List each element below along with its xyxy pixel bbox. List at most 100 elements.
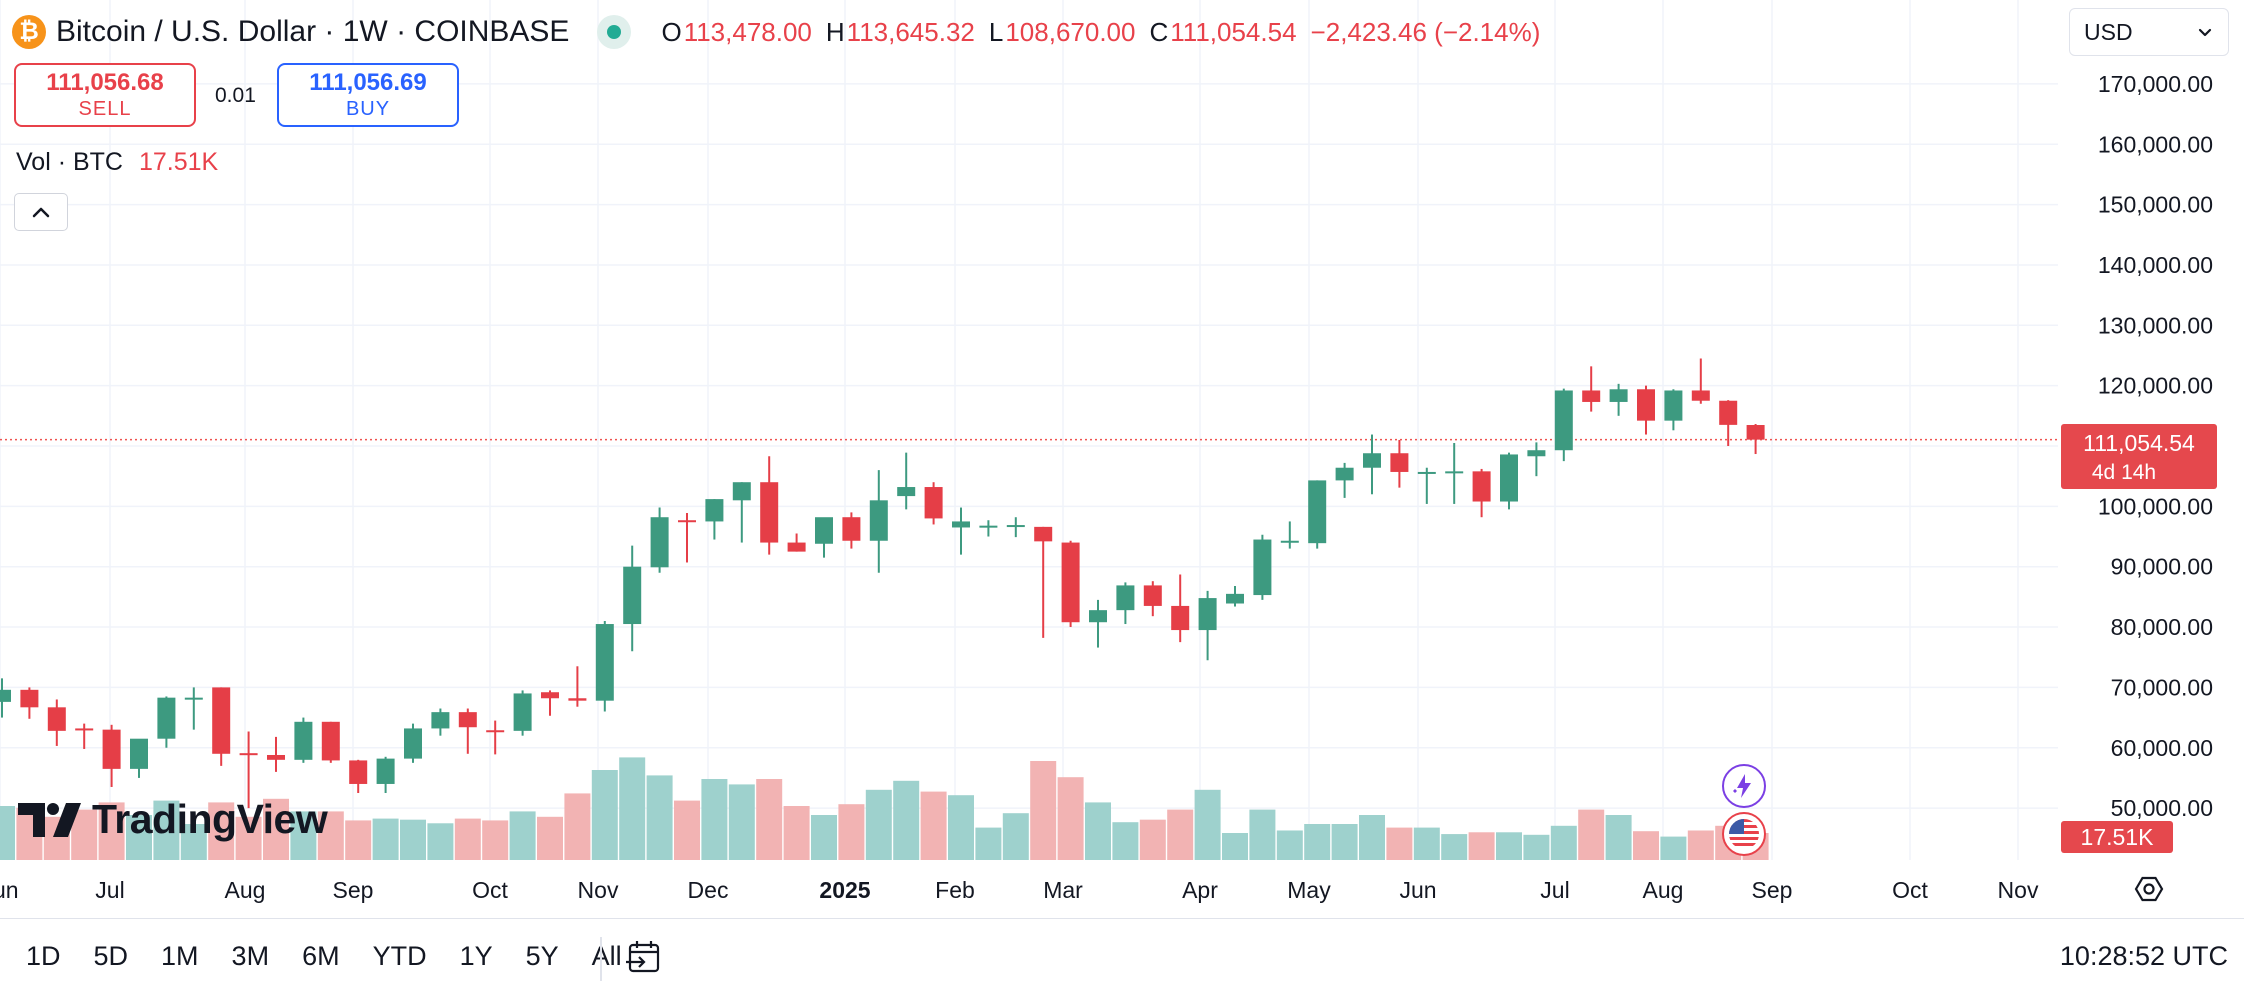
- candle: [815, 517, 833, 558]
- volume-tag-value: 17.51K: [2081, 824, 2155, 850]
- volume-bar: [1359, 815, 1385, 860]
- volume-bar: [756, 779, 783, 860]
- bottom-toolbar: 1D 5D 1M 3M 6M YTD 1Y 5Y All 10:28:52 UT…: [0, 918, 2244, 999]
- us-flag-button[interactable]: [1722, 812, 1766, 856]
- candle: [869, 470, 888, 573]
- range-1y-button[interactable]: 1Y: [459, 941, 493, 971]
- x-axis-tick-label: Sep: [1752, 877, 1793, 903]
- price-tag-price: 111,054.54: [2083, 430, 2195, 456]
- volume-bar: [1002, 813, 1029, 860]
- volume-bar: [263, 798, 289, 860]
- candle: [184, 687, 203, 730]
- volume-bar: [646, 775, 673, 860]
- y-axis-tick-label: 90,000.00: [2111, 554, 2213, 580]
- volume-bar: [1085, 802, 1111, 860]
- candle: [1637, 385, 1655, 435]
- volume-bar: [1496, 832, 1522, 860]
- candle: [924, 482, 943, 525]
- range-3m-button[interactable]: 3M: [231, 941, 270, 971]
- volume-bar: [1413, 827, 1440, 860]
- volume-bar: [948, 795, 974, 860]
- live-status-icon: [597, 15, 632, 49]
- range-6m-button[interactable]: 6M: [302, 941, 340, 971]
- symbol-header: ₿ Bitcoin / U.S. Dollar · 1W · COINBASE …: [12, 10, 1540, 54]
- tradingview-logo[interactable]: TradingView: [18, 796, 328, 843]
- y-axis-tick-label: 70,000.00: [2111, 674, 2213, 700]
- candle: [1500, 452, 1518, 510]
- candle: [20, 687, 39, 719]
- sell-button[interactable]: 111,056.68 SELL: [14, 63, 196, 127]
- volume-bar: [701, 779, 728, 860]
- x-axis-tick-label: Dec: [688, 877, 729, 903]
- range-buttons: 1D 5D 1M 3M 6M YTD 1Y 5Y All: [26, 941, 655, 972]
- chart-settings-icon[interactable]: [2134, 876, 2164, 902]
- volume-bar: [920, 791, 947, 860]
- price-chart[interactable]: 170,000.00 160,000.00 150,000.00 140,000.00…: [0, 0, 2244, 918]
- candle: [1061, 540, 1080, 628]
- candle: [1335, 462, 1354, 498]
- volume-bar: [235, 816, 262, 860]
- candle: [760, 456, 779, 555]
- toolbar-divider: [600, 937, 602, 981]
- us-flag-icon: [1729, 819, 1759, 849]
- candle: [1445, 442, 1464, 504]
- volume-bar: [71, 809, 98, 860]
- volume-bar: [1139, 819, 1166, 860]
- candle: [1116, 582, 1135, 625]
- volume-bar: [865, 789, 892, 860]
- candle: [1280, 521, 1299, 549]
- range-all-button[interactable]: All: [591, 941, 622, 971]
- lightning-button[interactable]: [1722, 764, 1766, 808]
- volume-bar: [537, 816, 563, 860]
- volume-bar: [1112, 822, 1139, 860]
- volume-bar: [208, 802, 235, 860]
- candle: [568, 666, 587, 707]
- candle: [1171, 574, 1190, 643]
- volume-bar: [893, 780, 920, 860]
- range-5y-button[interactable]: 5Y: [525, 941, 559, 971]
- candle: [486, 720, 505, 755]
- volume-bar: [317, 811, 344, 860]
- candle: [623, 545, 642, 652]
- x-axis-tick-label: Sep: [333, 877, 374, 903]
- symbol-title[interactable]: Bitcoin / U.S. Dollar · 1W · COINBASE: [56, 15, 570, 48]
- collapse-legend-button[interactable]: [14, 193, 68, 231]
- range-1d-button[interactable]: 1D: [26, 941, 61, 971]
- volume-bar: [564, 793, 591, 860]
- volume-bar: [674, 800, 700, 860]
- candle: [0, 678, 11, 718]
- range-5d-button[interactable]: 5D: [93, 941, 129, 971]
- volume-bar: [1167, 809, 1194, 860]
- candle: [1198, 590, 1217, 661]
- volume-legend[interactable]: Vol · BTC 17.51K: [16, 148, 218, 177]
- currency-select[interactable]: USD: [2069, 8, 2229, 56]
- close-label: C: [1149, 16, 1169, 47]
- volume-bar: [427, 823, 454, 860]
- x-axis-tick-label: Oct: [472, 877, 508, 903]
- sell-price: 111,056.68: [46, 69, 164, 96]
- candle: [47, 699, 66, 746]
- range-ytd-button[interactable]: YTD: [372, 941, 427, 971]
- candle: [1554, 388, 1573, 462]
- high-value: 113,645.32: [846, 16, 975, 47]
- goto-date-button[interactable]: [620, 933, 668, 981]
- volume-bar: [482, 820, 509, 860]
- volume-bar: [1660, 836, 1687, 860]
- currency-value: USD: [2084, 18, 2133, 45]
- x-axis-tick-label: Oct: [1892, 877, 1928, 903]
- candle: [842, 512, 861, 549]
- candle: [678, 512, 696, 563]
- volume-bar: [1331, 824, 1358, 860]
- buy-button[interactable]: 111,056.69 BUY: [277, 63, 459, 127]
- volume-bar: [1605, 815, 1632, 860]
- volume-bar: [1687, 830, 1714, 860]
- chevron-down-icon: [2198, 28, 2212, 36]
- volume-bar: [126, 815, 152, 860]
- utc-clock: 10:28:52 UTC: [2059, 941, 2228, 971]
- range-1m-button[interactable]: 1M: [161, 941, 199, 971]
- price-tag-box: [2061, 424, 2217, 489]
- x-axis-tick-label: Jun: [1399, 877, 1436, 903]
- candle: [1089, 599, 1107, 648]
- tradingview-logo-icon: [18, 802, 81, 837]
- candle: [130, 738, 148, 778]
